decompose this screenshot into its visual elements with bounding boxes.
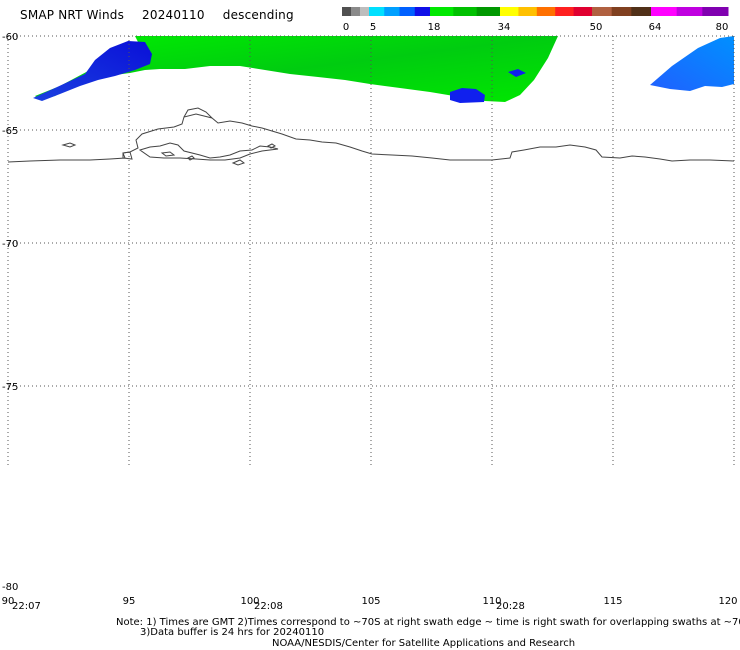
swath-time-label: 22:08: [254, 601, 283, 612]
colorbar-labels: 0 5 18 34 50 64 80: [343, 22, 729, 33]
lat-tick-label: -75: [2, 382, 18, 393]
colorbar-tick-label: 5: [370, 22, 376, 33]
lat-tick-label: -70: [2, 239, 18, 250]
swath-blue-patch: [450, 88, 485, 103]
colorbar-tick-label: 0: [343, 22, 349, 33]
pass-direction: descending: [222, 8, 294, 22]
coastline: [7, 107, 735, 166]
colorbar-swatch: [430, 7, 454, 16]
colorbar-tick-label: 64: [649, 22, 662, 33]
island-4: [187, 155, 195, 161]
longitude-labels: 90 95 100 105 110 115 120: [2, 596, 738, 607]
colorbar-swatch: [536, 7, 556, 16]
lon-tick-label: 100: [240, 596, 259, 607]
ice-shelf-outline: [183, 107, 213, 119]
lon-tick-label: 115: [603, 596, 622, 607]
colorbar-swatch: [573, 7, 593, 16]
island-2: [160, 151, 176, 157]
island-5: [267, 143, 276, 149]
wind-speed-colorbar: 0 5 18 34 50 64 80: [342, 7, 729, 33]
lat-tick-label: -65: [2, 126, 18, 137]
colorbar-swatch: [611, 7, 632, 16]
colorbar-swatch: [651, 7, 678, 16]
latitude-labels: -60 -65 -70 -75 -80: [2, 32, 18, 593]
colorbar-swatch: [500, 7, 519, 16]
colorbar-swatch: [518, 7, 538, 16]
colorbar-tick-label: 50: [590, 22, 603, 33]
note-line-3: NOAA/NESDIS/Center for Satellite Applica…: [272, 638, 576, 649]
colorbar-swatch: [360, 7, 370, 16]
product-date: 20240110: [142, 8, 205, 22]
antarctic-coast: [7, 113, 735, 163]
swath-blue-dot: [508, 69, 526, 77]
lon-tick-label: 105: [361, 596, 380, 607]
swath-blue-left: [33, 41, 152, 101]
colorbar-swatch: [592, 7, 613, 16]
island-1: [61, 142, 77, 148]
time-labels: 22:07 22:08 20:28: [12, 601, 525, 612]
lon-tick-label: 110: [482, 596, 501, 607]
colorbar-swatch: [476, 7, 501, 16]
colorbar-swatch: [342, 7, 352, 16]
lat-lon-grid: [7, 35, 735, 465]
colorbar-swatch: [676, 7, 703, 16]
colorbar-swatches: [342, 7, 729, 16]
note-line-2: 3)Data buffer is 24 hrs for 20240110: [140, 627, 325, 638]
swath-time-label: 22:07: [12, 601, 41, 612]
colorbar-swatch: [555, 7, 575, 16]
colorbar-swatch: [351, 7, 361, 16]
lat-tick-label: -80: [2, 582, 18, 593]
swath-green-band: [35, 36, 558, 102]
colorbar-swatch: [414, 7, 431, 16]
colorbar-tick-label: 34: [498, 22, 511, 33]
note-line-1: Note: 1) Times are GMT 2)Times correspon…: [116, 617, 740, 628]
colorbar-swatch: [384, 7, 400, 16]
island-3: [231, 159, 246, 166]
colorbar-swatch: [453, 7, 478, 16]
colorbar-swatch: [631, 7, 652, 16]
colorbar-swatch: [702, 7, 729, 16]
map-title: SMAP NRT Winds 20240110 descending: [20, 8, 308, 22]
product-name: SMAP NRT Winds: [20, 8, 125, 22]
colorbar-swatch: [369, 7, 385, 16]
colorbar-tick-label: 80: [716, 22, 729, 33]
wind-swaths: [33, 36, 734, 103]
coast-inlet: [122, 142, 279, 161]
colorbar-swatch: [399, 7, 416, 16]
lat-tick-label: -60: [2, 32, 18, 43]
lon-tick-label: 120: [718, 596, 737, 607]
colorbar-tick-label: 18: [428, 22, 441, 33]
swath-time-label: 20:28: [496, 601, 525, 612]
lon-tick-label: 95: [123, 596, 136, 607]
swath-blue-right: [650, 36, 734, 91]
lon-tick-label: 90: [2, 596, 15, 607]
